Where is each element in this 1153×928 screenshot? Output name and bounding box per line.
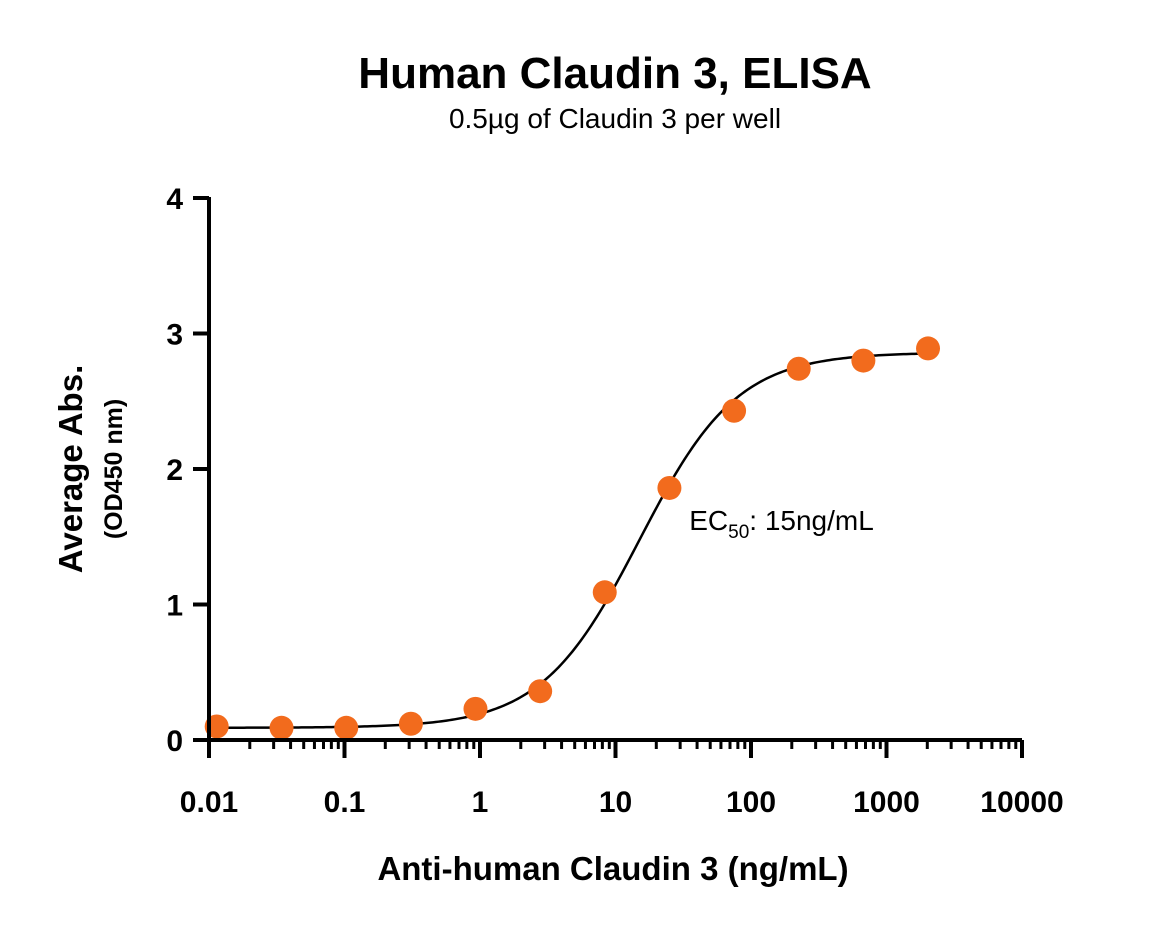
x-axis-title: Anti-human Claudin 3 (ng/mL)	[377, 850, 848, 887]
data-point	[657, 475, 682, 500]
x-tick-label: 0.01	[180, 786, 238, 819]
data-point	[592, 580, 617, 605]
ec50-prefix: EC	[689, 505, 728, 536]
data-point	[269, 715, 294, 740]
y-tick-label: 4	[166, 183, 183, 216]
ec50-subscript: 50	[728, 522, 749, 543]
y-axis-subtitle: (OD450 nm)	[100, 399, 128, 539]
data-point	[851, 348, 876, 373]
data-point	[722, 398, 747, 423]
x-tick-label: 1000	[853, 786, 920, 819]
y-tick-label: 1	[166, 590, 183, 623]
y-tick-label: 0	[166, 725, 183, 758]
x-tick-label: 1	[472, 786, 489, 819]
x-tick-label: 0.1	[324, 786, 366, 819]
data-points-layer	[204, 336, 941, 740]
y-axis-title: Average Abs.	[52, 365, 89, 573]
x-tick-label: 10	[599, 786, 632, 819]
y-axis-title-group: Average Abs. (OD450 nm)	[52, 365, 128, 573]
x-tick-label: 100	[726, 786, 776, 819]
fit-curve	[216, 352, 929, 729]
y-tick-label: 3	[166, 319, 183, 352]
fit-curve-layer	[216, 352, 929, 729]
data-point	[786, 356, 811, 381]
x-axis-ticks: 0.01 0.1 1 10 100 1000 10000	[180, 740, 1064, 819]
data-point	[398, 711, 423, 736]
data-point	[463, 696, 488, 721]
ec50-suffix: : 15ng/mL	[749, 505, 874, 536]
chart-title: Human Claudin 3, ELISA	[358, 49, 871, 98]
ec50-annotation: EC50: 15ng/mL	[689, 505, 874, 543]
y-axis-ticks: 0 1 2 3 4	[166, 183, 209, 758]
y-tick-label: 2	[166, 454, 183, 487]
data-point	[528, 679, 553, 704]
data-point	[916, 336, 941, 361]
chart-subtitle: 0.5µg of Claudin 3 per well	[449, 103, 781, 134]
x-tick-label: 10000	[980, 786, 1063, 819]
data-point	[334, 715, 359, 740]
